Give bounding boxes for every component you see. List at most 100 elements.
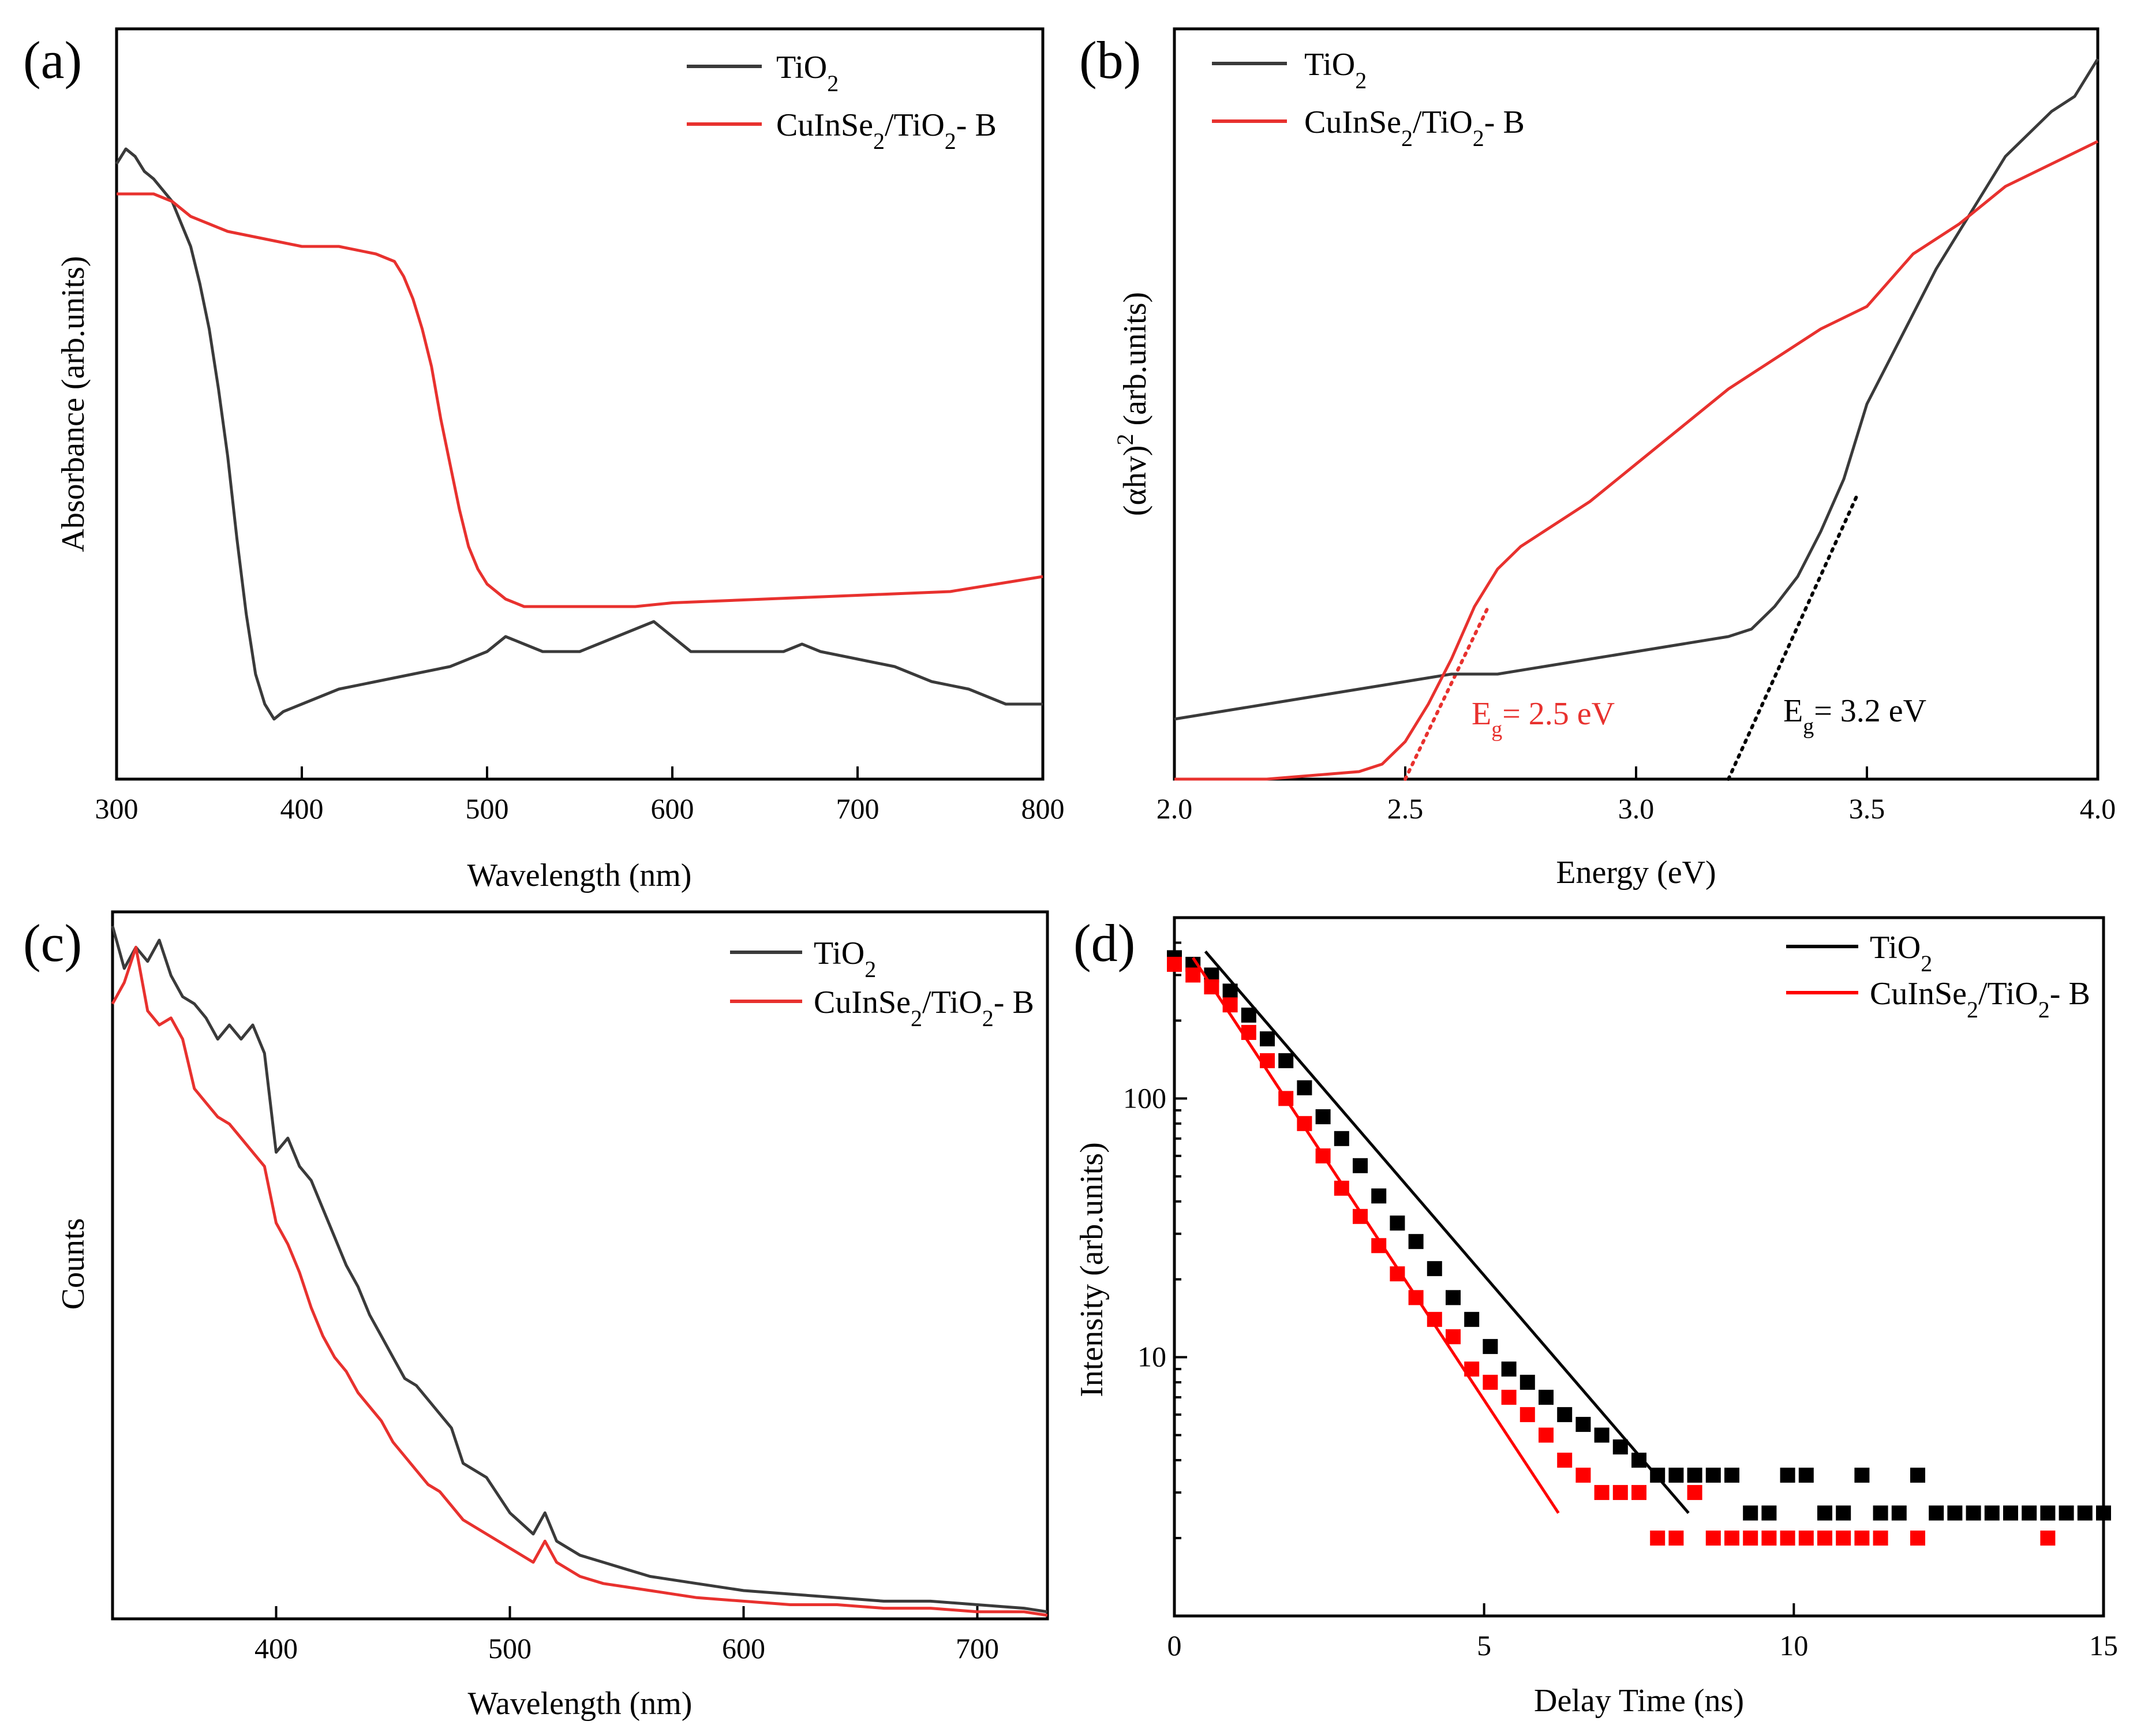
data-point-cuinse2 <box>1687 1485 1702 1501</box>
x-tick-label: 700 <box>956 1632 999 1664</box>
data-point-cuinse2 <box>1780 1531 1795 1546</box>
data-point-cuinse2 <box>1575 1468 1591 1483</box>
panel-d-frame <box>1173 916 2105 1618</box>
x-tick-label: 3.0 <box>1618 792 1655 825</box>
data-point-tio2 <box>1687 1468 1702 1483</box>
panel-b-frame <box>1173 27 2099 781</box>
data-point-cuinse2 <box>1594 1485 1610 1501</box>
panel-a-y-label: Absorbance (arb.units) <box>55 256 91 552</box>
data-point-tio2 <box>2003 1505 2018 1521</box>
data-point-cuinse2 <box>1817 1531 1832 1546</box>
data-point-tio2 <box>1873 1505 1888 1521</box>
panel-d-y-label: Intensity (arb.units) <box>1074 1142 1110 1397</box>
data-point-cuinse2 <box>1483 1375 1498 1390</box>
data-point-cuinse2 <box>1668 1531 1684 1546</box>
panel-b-x-ticks: 2.0 2.5 3.0 3.5 4.0 <box>1157 766 2116 825</box>
data-point-tio2 <box>1241 1007 1256 1023</box>
data-point-cuinse2 <box>1631 1485 1646 1501</box>
data-point-cuinse2 <box>2040 1531 2056 1546</box>
data-point-tio2 <box>1557 1407 1573 1423</box>
x-tick-label: 600 <box>722 1632 765 1664</box>
data-point-cuinse2 <box>1167 956 1182 972</box>
fit-line-tio2 <box>1204 950 1690 1514</box>
data-point-tio2 <box>1910 1468 1925 1483</box>
data-point-cuinse2 <box>1836 1531 1851 1546</box>
panel-c-label: (c) <box>23 914 82 972</box>
y-tick-label: 100 <box>1123 1082 1166 1114</box>
data-point-tio2 <box>1798 1468 1814 1483</box>
series-line-tio2 <box>111 925 1048 1614</box>
data-point-tio2 <box>1483 1339 1498 1355</box>
x-tick-label: 700 <box>836 792 879 825</box>
data-point-tio2 <box>1966 1505 1981 1521</box>
panel-d-points <box>1167 950 2111 1546</box>
legend-label-cuinse2: CuInSe2/TiO2- B <box>814 985 1034 1031</box>
data-point-cuinse2 <box>1743 1531 1758 1546</box>
x-tick-label: 2.5 <box>1387 792 1424 825</box>
x-tick-label: 400 <box>280 792 324 825</box>
data-point-tio2 <box>1520 1375 1535 1390</box>
data-point-tio2 <box>1278 1053 1294 1068</box>
data-point-cuinse2 <box>1724 1531 1739 1546</box>
data-point-tio2 <box>1390 1215 1405 1231</box>
data-point-cuinse2 <box>1185 967 1201 983</box>
data-point-tio2 <box>1891 1505 1907 1521</box>
data-point-cuinse2 <box>1761 1531 1777 1546</box>
data-point-cuinse2 <box>1557 1453 1573 1468</box>
x-tick-label: 0 <box>1167 1629 1182 1662</box>
data-point-cuinse2 <box>1854 1531 1870 1546</box>
data-point-tio2 <box>1612 1439 1628 1455</box>
data-point-tio2 <box>1297 1080 1312 1095</box>
data-point-tio2 <box>1743 1505 1758 1521</box>
data-point-tio2 <box>2022 1505 2037 1521</box>
panel-c-frame <box>111 910 1049 1621</box>
data-point-tio2 <box>1446 1290 1461 1305</box>
data-point-tio2 <box>1464 1312 1480 1327</box>
data-point-tio2 <box>1780 1468 1795 1483</box>
series-line-cuinse2 <box>117 192 1043 608</box>
data-point-tio2 <box>1705 1468 1721 1483</box>
panel-c: (c) 400 500 600 700 Wavelength (nm) Counts … <box>23 910 1049 1722</box>
legend-label-tio2: TiO2 <box>776 50 839 96</box>
data-point-cuinse2 <box>1650 1531 1666 1546</box>
data-point-tio2 <box>1724 1468 1739 1483</box>
x-tick-label: 800 <box>1021 792 1065 825</box>
panel-b-fit-lines <box>1404 492 1859 781</box>
data-point-tio2 <box>1854 1468 1870 1483</box>
data-point-tio2 <box>1260 1031 1275 1047</box>
x-tick-label: 10 <box>1779 1629 1808 1662</box>
panel-a-legend: TiO2 CuInSe2/TiO2- B <box>687 50 997 154</box>
data-point-tio2 <box>1817 1505 1832 1521</box>
panel-d-ticks: 0 5 10 15 10 100 <box>1123 941 2118 1662</box>
x-tick-label: 500 <box>488 1632 532 1664</box>
fit-line-tio2 <box>1727 492 1859 781</box>
x-tick-label: 600 <box>651 792 694 825</box>
series-line-cuinse2 <box>111 945 1048 1617</box>
panel-d: (d) 0 5 10 15 10 100 Delay Time (ns) Intensit… <box>1073 914 2118 1719</box>
fit-line-cuinse2 <box>1404 605 1490 781</box>
panel-b-label: (b) <box>1079 31 1141 89</box>
panel-c-x-label: Wavelength (nm) <box>468 1686 693 1722</box>
panel-a-x-ticks: 300 400 500 600 700 800 <box>95 766 1065 825</box>
data-point-cuinse2 <box>1446 1329 1461 1345</box>
y-tick-label: 10 <box>1137 1341 1166 1373</box>
panel-a-frame <box>115 27 1045 781</box>
panel-c-y-label: Counts <box>55 1218 91 1310</box>
panel-c-x-ticks: 400 500 600 700 <box>255 1606 999 1664</box>
x-tick-label: 4.0 <box>2080 792 2116 825</box>
panel-a-series <box>115 147 1043 721</box>
x-tick-label: 5 <box>1477 1629 1491 1662</box>
fit-line-cuinse2 <box>1192 957 1560 1514</box>
data-point-tio2 <box>1929 1505 1944 1521</box>
legend-label-cuinse2: CuInSe2/TiO2- B <box>1870 976 2090 1023</box>
panel-d-legend: TiO2 CuInSe2/TiO2- B <box>1786 930 2090 1023</box>
legend-label-tio2: TiO2 <box>1304 47 1367 93</box>
panel-c-series <box>111 925 1048 1617</box>
panel-d-label: (d) <box>1073 914 1135 972</box>
data-point-tio2 <box>1836 1505 1851 1521</box>
panel-d-x-label: Delay Time (ns) <box>1534 1683 1744 1719</box>
data-point-tio2 <box>2077 1505 2093 1521</box>
data-point-tio2 <box>2096 1505 2111 1521</box>
panel-d-fit-lines <box>1192 950 1690 1514</box>
data-point-cuinse2 <box>1501 1390 1517 1405</box>
